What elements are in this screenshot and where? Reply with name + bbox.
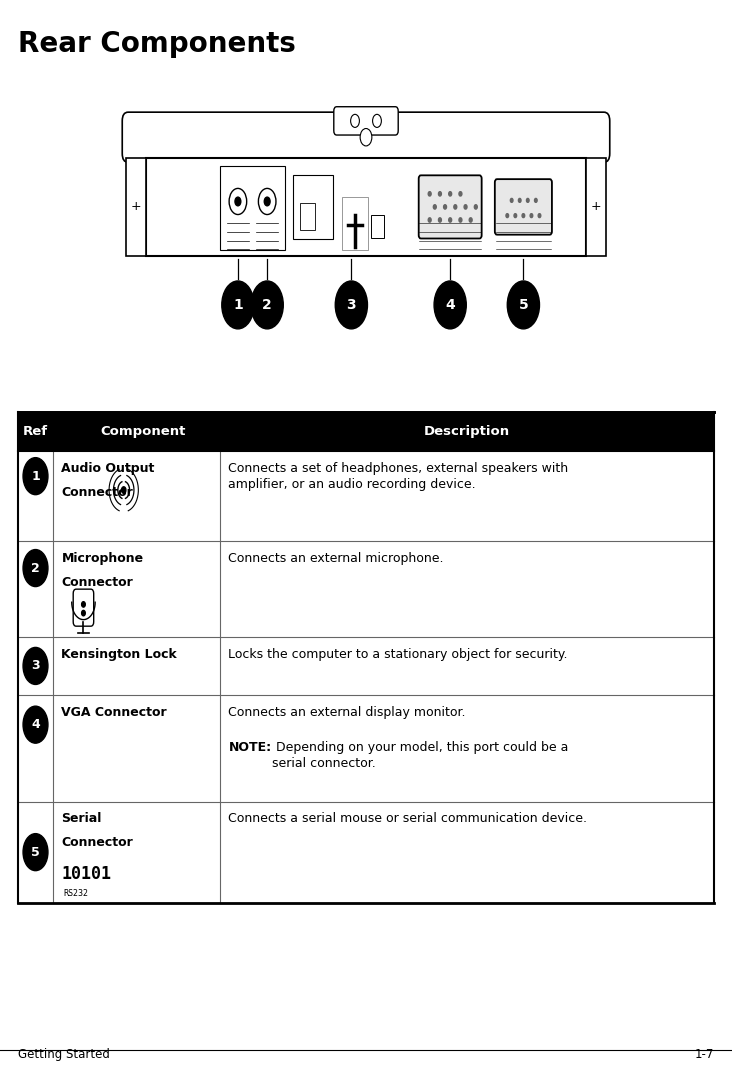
Circle shape [229,188,247,215]
Text: 2: 2 [31,562,40,575]
Circle shape [222,281,254,329]
FancyBboxPatch shape [586,158,606,256]
Circle shape [518,198,521,203]
Text: RS232: RS232 [63,889,88,897]
Circle shape [251,281,283,329]
Circle shape [373,114,381,127]
Text: Depending on your model, this port could be a
serial connector.: Depending on your model, this port could… [272,741,569,770]
Text: 1-7: 1-7 [695,1048,714,1061]
Circle shape [449,218,452,222]
Circle shape [23,834,48,871]
Circle shape [534,198,537,203]
Circle shape [507,281,539,329]
Circle shape [81,601,85,608]
FancyBboxPatch shape [146,158,586,256]
Text: 4: 4 [445,298,455,311]
Text: +: + [591,200,601,213]
Circle shape [351,114,359,127]
FancyBboxPatch shape [342,196,368,250]
Text: Connects a set of headphones, external speakers with
amplifier, or an audio reco: Connects a set of headphones, external s… [228,462,569,491]
Text: Connector: Connector [61,836,133,849]
Circle shape [235,197,241,206]
Circle shape [522,213,525,218]
Circle shape [434,281,466,329]
Text: Microphone: Microphone [61,552,143,565]
Text: Ref: Ref [23,425,48,438]
Circle shape [335,281,367,329]
Circle shape [510,198,513,203]
Text: Getting Started: Getting Started [18,1048,111,1061]
FancyBboxPatch shape [300,203,315,230]
Circle shape [459,218,462,222]
Circle shape [428,192,431,196]
Text: 2: 2 [262,298,272,311]
Circle shape [469,218,472,222]
Circle shape [459,192,462,196]
Circle shape [514,213,517,218]
FancyBboxPatch shape [334,107,398,135]
FancyBboxPatch shape [293,175,333,238]
Circle shape [360,129,372,146]
Text: 5: 5 [518,298,529,311]
Text: Kensington Lock: Kensington Lock [61,648,177,661]
Circle shape [23,550,48,587]
Circle shape [264,197,270,206]
Circle shape [474,205,477,209]
Circle shape [438,218,441,222]
Circle shape [526,198,529,203]
Circle shape [454,205,457,209]
Circle shape [428,218,431,222]
FancyBboxPatch shape [495,179,552,235]
Circle shape [258,188,276,215]
FancyBboxPatch shape [73,589,94,626]
Circle shape [122,487,126,493]
Circle shape [464,205,467,209]
Text: 4: 4 [31,718,40,731]
Circle shape [23,457,48,494]
Circle shape [23,706,48,743]
Circle shape [23,647,48,684]
Circle shape [506,213,509,218]
Text: VGA Connector: VGA Connector [61,706,167,719]
FancyBboxPatch shape [126,158,146,256]
FancyBboxPatch shape [371,215,384,238]
Circle shape [538,213,541,218]
Text: 10101: 10101 [61,865,111,883]
Text: 1: 1 [233,298,243,311]
Circle shape [438,192,441,196]
FancyBboxPatch shape [122,112,610,162]
Text: Connects an external microphone.: Connects an external microphone. [228,552,444,565]
Text: Connector: Connector [61,576,133,589]
Text: Connects a serial mouse or serial communication device.: Connects a serial mouse or serial commun… [228,812,587,825]
Text: +: + [131,200,141,213]
Circle shape [444,205,447,209]
FancyBboxPatch shape [419,175,482,238]
Text: Audio Output: Audio Output [61,462,155,475]
Circle shape [449,192,452,196]
Circle shape [81,610,85,616]
Text: 3: 3 [346,298,356,311]
Text: Description: Description [424,425,509,438]
FancyBboxPatch shape [220,166,285,250]
Text: Serial: Serial [61,812,102,825]
Text: Component: Component [101,425,186,438]
Text: Connector: Connector [61,486,133,499]
Text: Rear Components: Rear Components [18,30,296,59]
Circle shape [433,205,436,209]
Text: NOTE:: NOTE: [228,741,272,754]
Text: 5: 5 [31,846,40,858]
Text: Connects an external display monitor.: Connects an external display monitor. [228,706,466,719]
Text: Locks the computer to a stationary object for security.: Locks the computer to a stationary objec… [228,648,568,661]
Text: 3: 3 [31,660,40,672]
Circle shape [530,213,533,218]
FancyBboxPatch shape [18,412,714,451]
Text: 1: 1 [31,469,40,482]
